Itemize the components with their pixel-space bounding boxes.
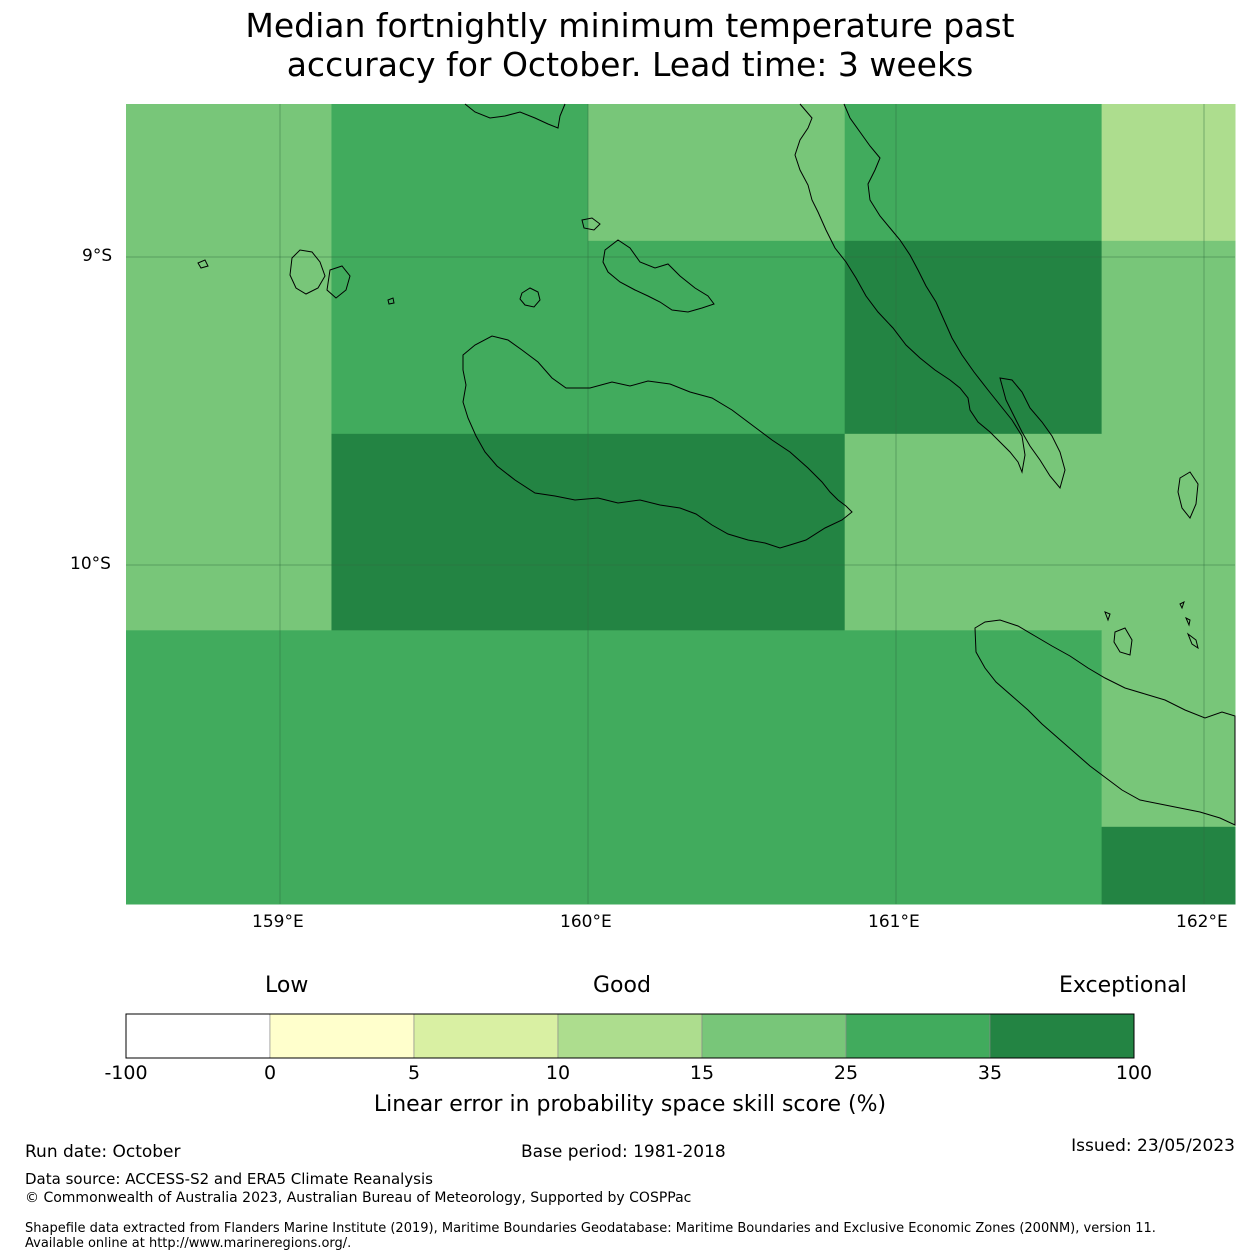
- chart-title-line-1: Median fortnightly minimum temperature p…: [245, 6, 1015, 45]
- colorbar-swatch-5: [845, 1013, 991, 1059]
- grid-cell-3: [588, 240, 846, 435]
- lat-tick-10s: 10°S: [70, 554, 111, 574]
- grid-cell-0: [126, 104, 332, 631]
- lon-tick-159e: 159°E: [252, 912, 304, 932]
- coastline-three-sisters: [1177, 471, 1199, 519]
- coastline-makira: [974, 619, 1236, 826]
- coastline-russell-2: [326, 265, 351, 299]
- colorbar-tick-3: 10: [545, 1062, 571, 1084]
- coastline-small-malaita: [999, 377, 1066, 490]
- grid-cell-12: [1101, 826, 1236, 905]
- colorbar-heading-exceptional: Exceptional: [1059, 973, 1187, 998]
- colorbar-label: Linear error in probability space skill …: [373, 1092, 887, 1117]
- grid-cell-11: [1101, 630, 1236, 828]
- coastline-islet-4: [1104, 611, 1111, 622]
- colorbar-tick-0: -100: [104, 1062, 148, 1084]
- issued-date: Issued: 23/05/2023: [1071, 1136, 1235, 1156]
- map-panel: [126, 103, 1236, 905]
- coastline-islet-6: [1186, 632, 1199, 650]
- lon-tick-160e: 160°E: [560, 912, 612, 932]
- colorbar-swatch-6: [989, 1013, 1135, 1059]
- colorbar-swatch-1: [269, 1013, 415, 1059]
- grid-cell-2: [588, 104, 846, 242]
- grid-cell-4: [844, 104, 1103, 242]
- coastline-russell: [289, 249, 326, 295]
- grid-cell-6: [1101, 104, 1236, 242]
- colorbar-swatch-0: [125, 1013, 271, 1059]
- colorbar-tick-5: 25: [833, 1062, 859, 1084]
- grid-cell-8: [331, 433, 846, 631]
- lon-tick-162e: 162°E: [1176, 912, 1228, 932]
- coastline-guadalcanal: [462, 335, 853, 549]
- colorbar-swatches: [125, 1013, 1135, 1059]
- run-date: Run date: October: [25, 1142, 181, 1162]
- coastline-islet-1: [581, 217, 601, 231]
- colorbar-heading-low: Low: [265, 973, 309, 998]
- coastline-islet-3: [387, 297, 395, 305]
- coastlines: [197, 103, 1236, 826]
- grid-cell-10: [126, 630, 1103, 905]
- copyright: © Commonwealth of Australia 2023, Austra…: [25, 1190, 692, 1206]
- colorbar-tick-1: 0: [263, 1062, 277, 1084]
- colorbar-tick-4: 15: [689, 1062, 715, 1084]
- colorbar-swatch-4: [701, 1013, 847, 1059]
- grid-cell-7: [1101, 240, 1236, 435]
- base-period: Base period: 1981-2018: [521, 1142, 726, 1162]
- coastline-islet-2: [197, 259, 209, 269]
- coastline-islet-7: [1185, 616, 1191, 627]
- colorbar-swatch-3: [557, 1013, 703, 1059]
- coastline-islet-5: [1179, 601, 1185, 610]
- grid-cell-1: [331, 104, 589, 435]
- colorbar-swatch-2: [413, 1013, 559, 1059]
- grid-cell-9: [844, 433, 1236, 631]
- coastline-isabel: [464, 103, 566, 129]
- data-source: Data source: ACCESS-S2 and ERA5 Climate …: [25, 1170, 433, 1188]
- coastline-ugi: [1113, 627, 1133, 656]
- grid-cell-5: [844, 240, 1103, 435]
- colorbar: [125, 1013, 1135, 1059]
- colorbar-heading-good: Good: [593, 973, 651, 998]
- coastline-savo: [519, 287, 541, 308]
- lat-tick-9s: 9°S: [82, 246, 113, 266]
- gridlines: [126, 104, 1235, 904]
- colorbar-tick-6: 35: [977, 1062, 1003, 1084]
- coastline-nggela: [602, 239, 715, 313]
- coastline-malaita: [794, 103, 1026, 474]
- colorbar-frame: [125, 1013, 1135, 1059]
- shapefile-credit: Shapefile data extracted from Flanders M…: [25, 1221, 1156, 1251]
- chart-title-line-2: accuracy for October. Lead time: 3 weeks: [286, 45, 974, 84]
- lon-tick-161e: 161°E: [868, 912, 920, 932]
- skill-grid: [126, 104, 1236, 905]
- colorbar-tick-2: 5: [407, 1062, 421, 1084]
- colorbar-tick-7: 100: [1115, 1062, 1153, 1084]
